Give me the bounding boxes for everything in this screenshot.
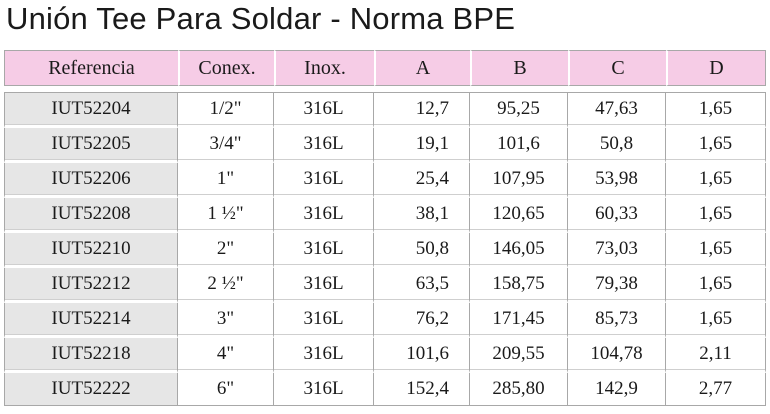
page-title: Unión Tee Para Soldar - Norma BPE xyxy=(6,1,516,36)
cell-conex: 1 ½" xyxy=(178,198,274,233)
cell-a: 25,4 xyxy=(374,163,470,198)
header-conex: Conex. xyxy=(178,50,274,86)
table-row: IUT52206 1" 316L 25,4 107,95 53,98 1,65 xyxy=(4,163,766,198)
header-c: C xyxy=(568,50,666,86)
header-referencia: Referencia xyxy=(4,50,178,86)
cell-d: 1,65 xyxy=(666,92,766,128)
cell-conex: 2" xyxy=(178,233,274,268)
cell-inox: 316L xyxy=(274,338,374,373)
cell-c: 142,9 xyxy=(568,373,666,406)
cell-conex: 3" xyxy=(178,303,274,338)
cell-conex: 1" xyxy=(178,163,274,198)
cell-referencia: IUT52206 xyxy=(4,163,178,198)
cell-c: 79,38 xyxy=(568,268,666,303)
cell-c: 50,8 xyxy=(568,128,666,163)
cell-referencia: IUT52208 xyxy=(4,198,178,233)
cell-referencia: IUT52214 xyxy=(4,303,178,338)
cell-referencia: IUT52205 xyxy=(4,128,178,163)
cell-referencia: IUT52212 xyxy=(4,268,178,303)
cell-b: 146,05 xyxy=(470,233,568,268)
specs-table: Referencia Conex. Inox. A B C D IUT52204… xyxy=(4,50,766,406)
cell-a: 101,6 xyxy=(374,338,470,373)
table-row: IUT52214 3" 316L 76,2 171,45 85,73 1,65 xyxy=(4,303,766,338)
cell-b: 158,75 xyxy=(470,268,568,303)
table-body: IUT52204 1/2" 316L 12,7 95,25 47,63 1,65 IUT522… xyxy=(4,86,766,406)
table-row: IUT52218 4" 316L 101,6 209,55 104,78 2,11 xyxy=(4,338,766,373)
cell-d: 1,65 xyxy=(666,198,766,233)
cell-c: 104,78 xyxy=(568,338,666,373)
cell-inox: 316L xyxy=(274,163,374,198)
cell-d: 1,65 xyxy=(666,128,766,163)
cell-d: 2,11 xyxy=(666,338,766,373)
cell-d: 1,65 xyxy=(666,303,766,338)
table-row: IUT52208 1 ½" 316L 38,1 120,65 60,33 1,65 xyxy=(4,198,766,233)
cell-a: 76,2 xyxy=(374,303,470,338)
table-row: IUT52204 1/2" 316L 12,7 95,25 47,63 1,65 xyxy=(4,92,766,128)
cell-inox: 316L xyxy=(274,128,374,163)
table-row: IUT52212 2 ½" 316L 63,5 158,75 79,38 1,65 xyxy=(4,268,766,303)
cell-b: 209,55 xyxy=(470,338,568,373)
cell-conex: 1/2" xyxy=(178,92,274,128)
cell-b: 107,95 xyxy=(470,163,568,198)
cell-inox: 316L xyxy=(274,373,374,406)
cell-conex: 6" xyxy=(178,373,274,406)
table-row: IUT52205 3/4" 316L 19,1 101,6 50,8 1,65 xyxy=(4,128,766,163)
cell-c: 85,73 xyxy=(568,303,666,338)
cell-c: 60,33 xyxy=(568,198,666,233)
cell-c: 53,98 xyxy=(568,163,666,198)
cell-a: 63,5 xyxy=(374,268,470,303)
cell-d: 2,77 xyxy=(666,373,766,406)
cell-b: 171,45 xyxy=(470,303,568,338)
cell-conex: 2 ½" xyxy=(178,268,274,303)
cell-d: 1,65 xyxy=(666,268,766,303)
header-row: Referencia Conex. Inox. A B C D xyxy=(4,50,766,86)
cell-b: 285,80 xyxy=(470,373,568,406)
header-b: B xyxy=(470,50,568,86)
cell-conex: 4" xyxy=(178,338,274,373)
table-row: IUT52210 2" 316L 50,8 146,05 73,03 1,65 xyxy=(4,233,766,268)
cell-inox: 316L xyxy=(274,233,374,268)
cell-c: 47,63 xyxy=(568,92,666,128)
cell-b: 120,65 xyxy=(470,198,568,233)
cell-a: 50,8 xyxy=(374,233,470,268)
cell-d: 1,65 xyxy=(666,233,766,268)
cell-a: 19,1 xyxy=(374,128,470,163)
cell-inox: 316L xyxy=(274,303,374,338)
cell-conex: 3/4" xyxy=(178,128,274,163)
cell-referencia: IUT52222 xyxy=(4,373,178,406)
cell-a: 12,7 xyxy=(374,92,470,128)
header-d: D xyxy=(666,50,766,86)
cell-b: 95,25 xyxy=(470,92,568,128)
cell-referencia: IUT52210 xyxy=(4,233,178,268)
cell-c: 73,03 xyxy=(568,233,666,268)
cell-inox: 316L xyxy=(274,268,374,303)
cell-inox: 316L xyxy=(274,198,374,233)
cell-a: 38,1 xyxy=(374,198,470,233)
table-row: IUT52222 6" 316L 152,4 285,80 142,9 2,77 xyxy=(4,373,766,406)
cell-d: 1,65 xyxy=(666,163,766,198)
cell-inox: 316L xyxy=(274,92,374,128)
header-a: A xyxy=(374,50,470,86)
header-inox: Inox. xyxy=(274,50,374,86)
cell-a: 152,4 xyxy=(374,373,470,406)
cell-b: 101,6 xyxy=(470,128,568,163)
cell-referencia: IUT52204 xyxy=(4,92,178,128)
cell-referencia: IUT52218 xyxy=(4,338,178,373)
